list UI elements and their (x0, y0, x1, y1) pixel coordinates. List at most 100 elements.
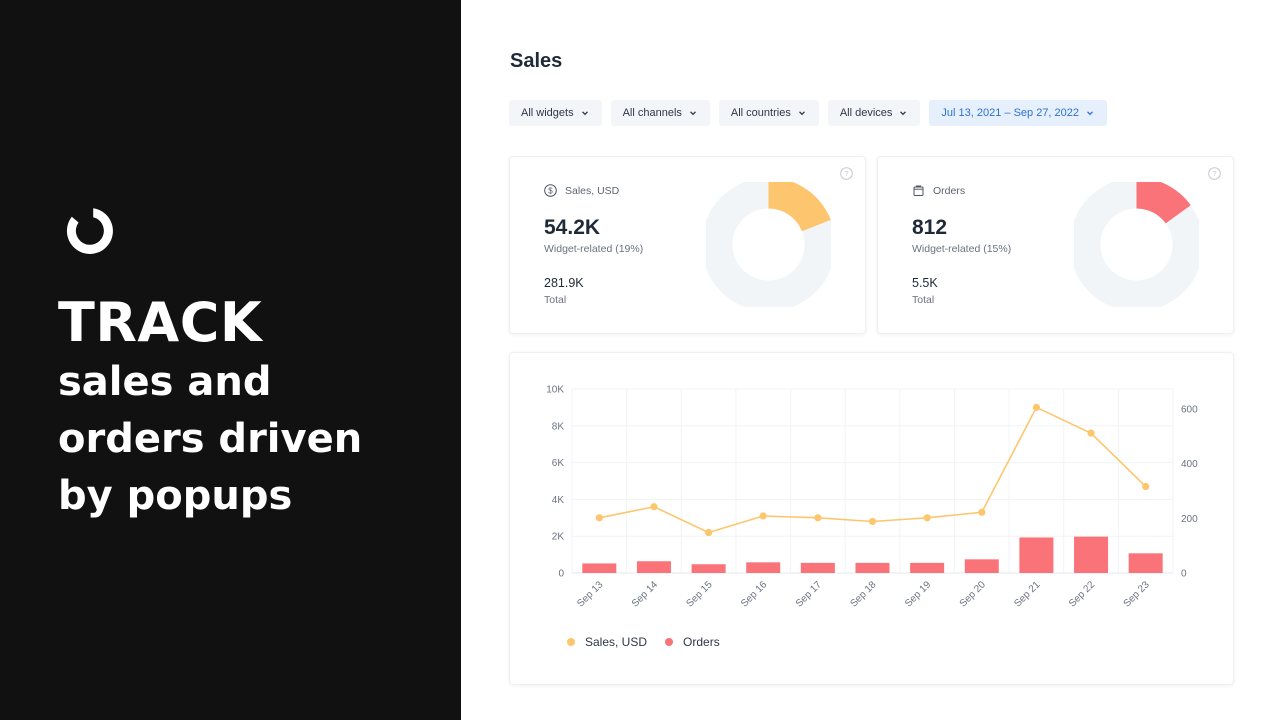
orders-bar (582, 563, 617, 573)
svg-text:?: ? (1212, 169, 1216, 178)
sales-value: 54.2K (544, 216, 601, 239)
filter-countries-label: All countries (730, 107, 791, 119)
hero-line-1: sales and (58, 359, 272, 405)
y-left-tick-label: 10K (546, 385, 564, 396)
orders-card-label: Orders (933, 184, 966, 197)
chevron-down-icon (798, 111, 805, 116)
svg-text:$: $ (548, 186, 553, 195)
sales-donut-segment (706, 182, 831, 307)
x-tick-label: Sep 19 (903, 579, 933, 609)
legend-dot-sales (567, 638, 575, 646)
bag-icon (913, 185, 924, 196)
chart-legend: Sales, USD Orders (567, 635, 720, 649)
sales-donut-chart (706, 182, 831, 307)
sales-orders-chart-card: 0 2K 4K 6K 8K 10K 0 200 400 600 Sep 13 Sep 14 Sep 15… (510, 353, 1233, 684)
filter-countries[interactable]: All countries (718, 100, 819, 126)
sales-point (814, 514, 822, 522)
x-tick-label: Sep 15 (685, 579, 715, 609)
sales-point (1032, 403, 1041, 411)
x-tick-label: Sep 13 (575, 579, 605, 609)
filter-widgets-label: All widgets (521, 107, 574, 119)
svg-text:?: ? (844, 169, 848, 178)
help-icon[interactable]: ? (1208, 167, 1221, 180)
sales-point (923, 514, 931, 522)
x-tick-label: Sep 18 (848, 579, 878, 609)
sales-point (1142, 482, 1150, 491)
orders-donut-chart (1074, 182, 1199, 307)
y-right-tick-label: 600 (1181, 405, 1198, 416)
x-tick-label: Sep 21 (1012, 579, 1042, 609)
filter-date-range[interactable]: Jul 13, 2021 – Sep 27, 2022 (929, 100, 1108, 126)
hero-panel: TRACK sales and orders driven by popups (0, 0, 461, 720)
y-right-tick-label: 200 (1181, 514, 1198, 525)
x-tick-label: Sep 23 (1122, 579, 1152, 609)
orders-bar (800, 562, 835, 573)
dollar-icon: $ (544, 184, 557, 197)
orders-bar (964, 559, 999, 573)
sales-orders-chart: 0 2K 4K 6K 8K 10K 0 200 400 600 Sep 13 Sep 14 Sep 15… (546, 385, 1198, 610)
page-title: Sales (510, 50, 563, 72)
dashboard-panel: Sales All widgets All channels All count… (461, 0, 1280, 720)
y-left-tick-label: 2K (552, 532, 565, 543)
legend-label-sales: Sales, USD (585, 635, 648, 649)
filter-channels-label: All channels (622, 107, 682, 119)
legend-item-orders[interactable]: Orders (665, 635, 720, 649)
sales-card: $ Sales, USD ? 54.2K Widget-related (19%… (510, 157, 865, 333)
sales-card-header: $ Sales, USD (544, 184, 619, 197)
sales-total: 281.9K (544, 276, 584, 290)
sales-point (704, 528, 713, 537)
x-tick-label: Sep 22 (1067, 579, 1097, 609)
orders-card: Orders ? 812 Widget-related (15%) 5.5K T… (878, 157, 1233, 333)
y-left-tick-label: 4K (552, 495, 565, 506)
y-right-tick-label: 0 (1181, 569, 1187, 580)
sales-total-label: Total (544, 294, 567, 306)
orders-value: 812 (912, 216, 948, 239)
legend-dot-orders (665, 638, 674, 646)
orders-total: 5.5K (912, 276, 938, 290)
help-icon[interactable]: ? (840, 167, 853, 180)
orders-bar (746, 562, 781, 573)
filter-widgets[interactable]: All widgets (509, 100, 602, 126)
chevron-down-icon (1087, 111, 1093, 116)
x-tick-label: Sep 14 (630, 579, 660, 609)
y-left-tick-label: 6K (552, 458, 565, 469)
chevron-down-icon (689, 111, 696, 116)
filter-date-range-label: Jul 13, 2021 – Sep 27, 2022 (941, 107, 1080, 119)
sales-card-label: Sales, USD (565, 184, 620, 197)
orders-donut-segment (1074, 182, 1199, 307)
legend-label-orders: Orders (683, 635, 720, 649)
sales-point (1087, 429, 1095, 437)
orders-bar (910, 562, 945, 573)
orders-subtitle: Widget-related (15%) (912, 243, 1012, 255)
y-left-tick-label: 8K (552, 421, 565, 432)
filter-channels[interactable]: All channels (610, 100, 710, 126)
hero-line-2: orders driven (58, 416, 363, 462)
sales-subtitle: Widget-related (19%) (544, 243, 644, 255)
chevron-down-icon (900, 111, 907, 116)
x-tick-label: Sep 16 (739, 579, 769, 609)
orders-bar (636, 561, 671, 573)
x-tick-label: Sep 20 (958, 579, 988, 609)
y-right-tick-label: 400 (1181, 459, 1198, 470)
legend-item-sales[interactable]: Sales, USD (567, 635, 647, 649)
sales-point (759, 512, 767, 520)
orders-bar (691, 564, 726, 573)
orders-bar (1074, 536, 1109, 573)
orders-total-label: Total (912, 294, 935, 306)
hero-headline: TRACK sales and orders driven by popups (58, 292, 362, 525)
orders-card-header: Orders (912, 184, 965, 197)
sales-point (978, 508, 986, 516)
filter-devices[interactable]: All devices (827, 100, 921, 126)
y-left-tick-label: 0 (558, 569, 564, 580)
orders-bar (1128, 553, 1163, 573)
x-tick-label: Sep 17 (794, 579, 824, 609)
sales-point (595, 514, 603, 522)
sales-point (868, 517, 877, 526)
sales-point (650, 503, 658, 511)
hero-title: TRACK (58, 291, 263, 354)
orders-bar (1019, 537, 1054, 573)
hero-line-3: by popups (58, 473, 293, 519)
filter-devices-label: All devices (839, 107, 893, 119)
logo-icon (66, 208, 113, 254)
filter-bar: All widgets All channels All countries A… (509, 100, 1108, 126)
